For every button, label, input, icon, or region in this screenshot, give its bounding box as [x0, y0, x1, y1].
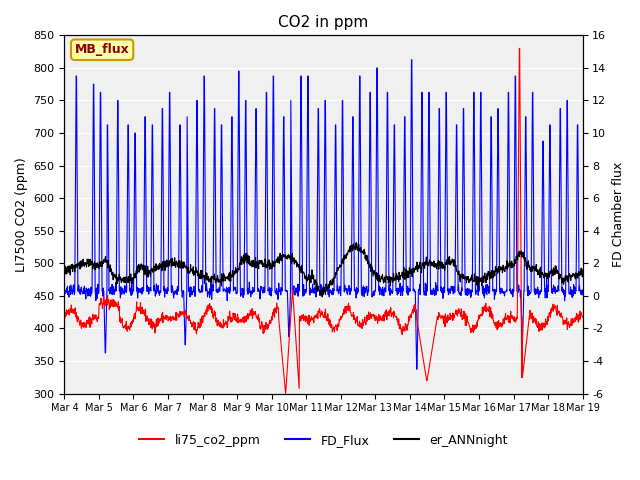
Y-axis label: FD Chamber flux: FD Chamber flux: [612, 162, 625, 267]
Title: CO2 in ppm: CO2 in ppm: [278, 15, 369, 30]
Legend: li75_co2_ppm, FD_Flux, er_ANNnight: li75_co2_ppm, FD_Flux, er_ANNnight: [134, 429, 513, 452]
Text: MB_flux: MB_flux: [75, 43, 129, 56]
Y-axis label: LI7500 CO2 (ppm): LI7500 CO2 (ppm): [15, 157, 28, 272]
